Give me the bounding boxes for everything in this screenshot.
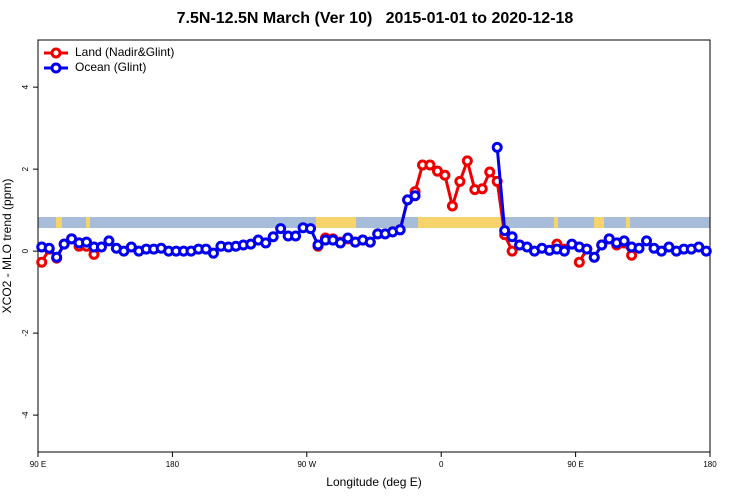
- data-point: [476, 183, 488, 195]
- data-point: [260, 237, 272, 249]
- x-tick-label: 0: [439, 460, 444, 469]
- x-tick-label: 90 E: [30, 460, 46, 469]
- data-point: [581, 243, 593, 255]
- y-tick-label: 2: [21, 166, 30, 171]
- chart-title: 7.5N-12.5N March (Ver 10) 2015-01-01 to …: [177, 10, 574, 27]
- data-point: [506, 245, 518, 257]
- data-point: [700, 245, 712, 257]
- data-point: [305, 223, 317, 235]
- data-point: [558, 245, 570, 257]
- x-tick-label: 180: [166, 460, 180, 469]
- data-point: [58, 238, 70, 250]
- x-tick-label: 180: [703, 460, 717, 469]
- data-point: [334, 237, 346, 249]
- data-point: [484, 166, 496, 178]
- y-tick-label: 0: [21, 248, 30, 253]
- land-mask-land: [56, 217, 630, 228]
- y-tick-label: -2: [21, 329, 30, 337]
- data-point: [275, 223, 287, 235]
- legend-marker: [50, 62, 62, 74]
- legend-label: Ocean (Glint): [75, 60, 146, 74]
- data-point: [596, 239, 608, 251]
- data-point: [51, 251, 63, 263]
- data-point: [290, 230, 302, 242]
- data-point: [267, 231, 279, 243]
- data-point: [499, 225, 511, 237]
- x-axis-label: Longitude (deg E): [326, 475, 421, 489]
- land-mask-band: [38, 217, 710, 228]
- y-tick-label: 4: [21, 84, 30, 89]
- data-point: [364, 236, 376, 248]
- data-point: [409, 190, 421, 202]
- data-point: [43, 242, 55, 254]
- data-point: [207, 247, 219, 259]
- data-point: [95, 241, 107, 253]
- data-point: [573, 256, 585, 268]
- legend-label: Land (Nadir&Glint): [75, 45, 174, 59]
- data-point: [424, 159, 436, 171]
- x-tick-label: 90 W: [297, 460, 316, 469]
- data-point: [633, 242, 645, 254]
- data-point: [81, 236, 93, 248]
- y-axis-label: XCO2 - MLO trend (ppm): [0, 179, 14, 314]
- data-point: [491, 141, 503, 153]
- data-point: [618, 235, 630, 247]
- data-point: [312, 239, 324, 251]
- y-tick-label: -4: [21, 411, 30, 419]
- x-tick-label: 90 E: [567, 460, 583, 469]
- data-point: [506, 231, 518, 243]
- data-point: [461, 155, 473, 167]
- legend-marker: [50, 47, 62, 59]
- data-point: [394, 224, 406, 236]
- data-point: [36, 256, 48, 268]
- data-point: [641, 235, 653, 247]
- data-point: [588, 251, 600, 263]
- data-point: [439, 169, 451, 181]
- data-point: [454, 175, 466, 187]
- data-point: [446, 200, 458, 212]
- data-point: [103, 235, 115, 247]
